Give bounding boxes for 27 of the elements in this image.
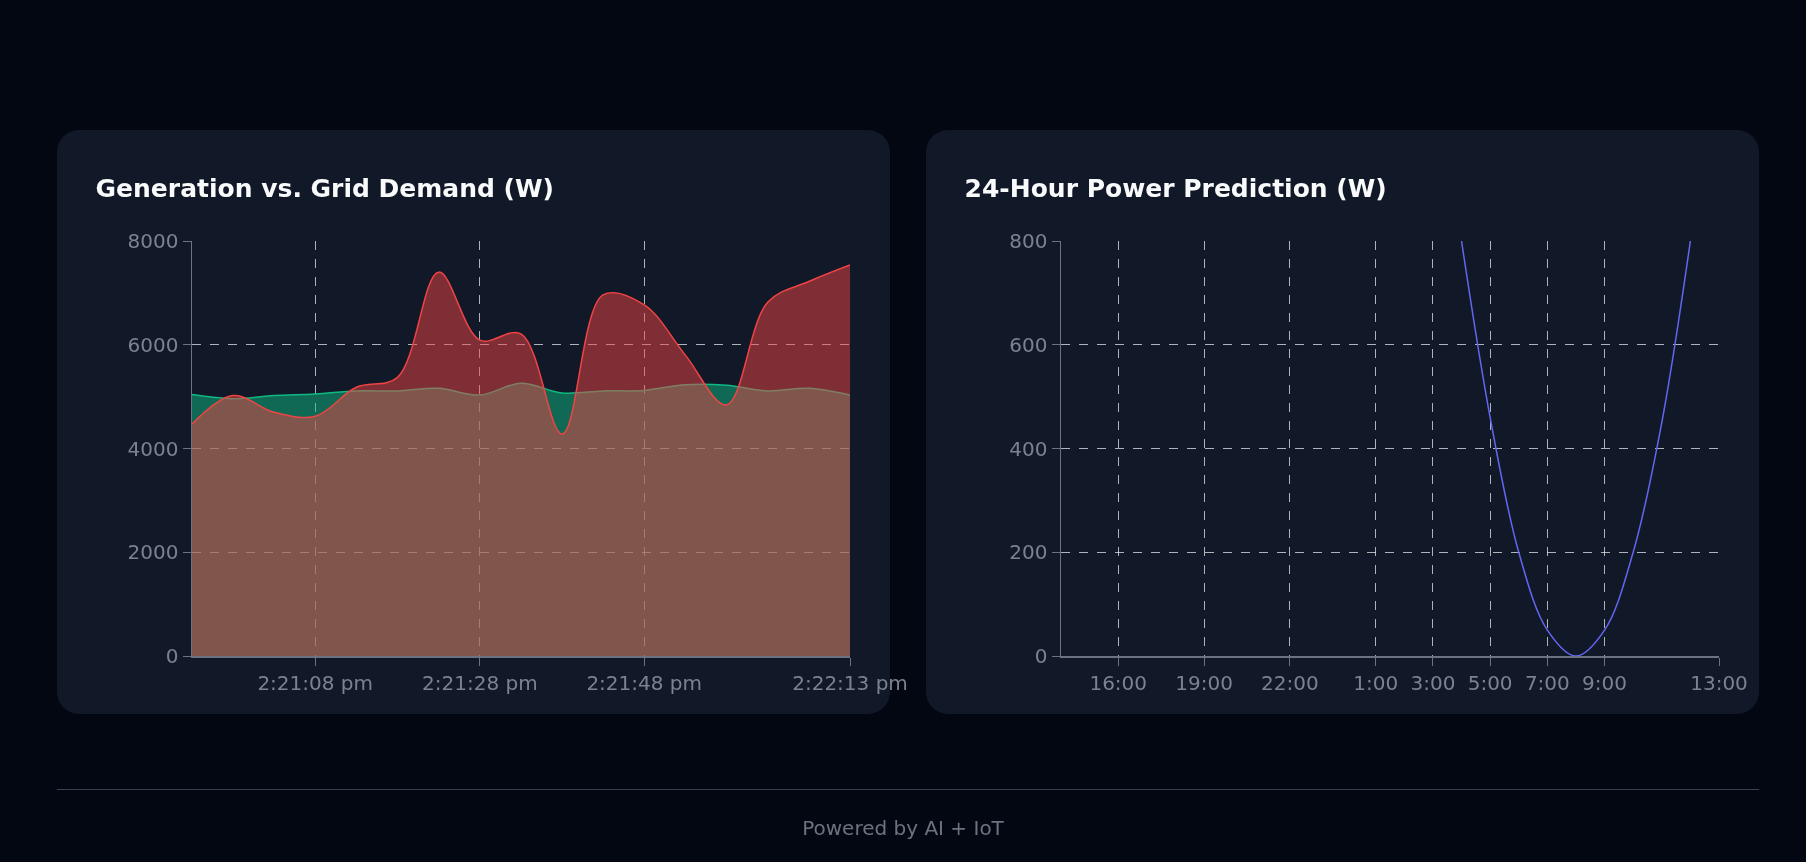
x-tick-label: 5:00 bbox=[1467, 670, 1513, 695]
y-tick-label: 8000 bbox=[127, 229, 179, 253]
x-tick-label: 9:00 bbox=[1582, 670, 1628, 695]
x-tick-label: 22:00 bbox=[1261, 670, 1319, 695]
x-tick-label: 3:00 bbox=[1410, 670, 1456, 695]
x-tick-label: 19:00 bbox=[1175, 670, 1233, 695]
y-tick-label: 0 bbox=[1034, 644, 1048, 668]
y-tick-label: 2000 bbox=[127, 540, 179, 565]
chart-title: Generation vs. Grid Demand (W) bbox=[95, 173, 555, 203]
chart-title: 24-Hour Power Prediction (W) bbox=[964, 173, 1387, 203]
line-series bbox=[1460, 241, 1692, 656]
y-tick-label: 400 bbox=[1009, 436, 1048, 461]
y-tick-label: 800 bbox=[1009, 229, 1048, 253]
y-tick-label: 4000 bbox=[127, 436, 179, 461]
x-tick-label: 7:00 bbox=[1524, 670, 1570, 695]
y-tick-label: 600 bbox=[1009, 332, 1048, 357]
x-tick-label: 2:21:48 pm bbox=[586, 670, 703, 695]
y-tick-label: 200 bbox=[1009, 540, 1048, 565]
x-tick-label: 13:00 bbox=[1690, 670, 1748, 695]
x-tick-label: 2:21:08 pm bbox=[257, 670, 374, 695]
x-tick-label: 1:00 bbox=[1353, 670, 1399, 695]
x-tick-label: 16:00 bbox=[1089, 670, 1148, 695]
x-tick-label: 2:22:13 pm bbox=[792, 670, 908, 695]
y-tick-label: 6000 bbox=[127, 332, 179, 357]
x-tick-label: 2:21:28 pm bbox=[422, 670, 538, 695]
text: Powered by AI + IoT bbox=[802, 816, 1004, 840]
y-tick-label: 0 bbox=[165, 644, 179, 668]
